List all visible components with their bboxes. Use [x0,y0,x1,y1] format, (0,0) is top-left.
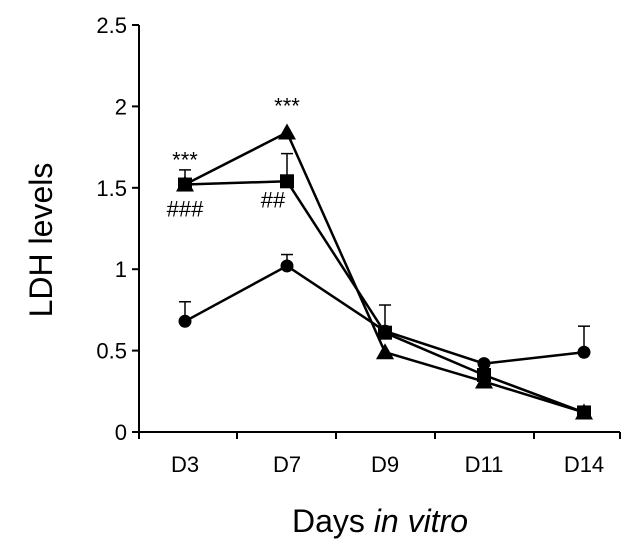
data-point-square [280,174,294,189]
data-point-triangle [278,123,296,140]
axes [138,25,620,433]
y-tick-label: 2 [115,94,127,119]
significance-annotation: ## [261,187,286,212]
x-axis-title: Days in vitro [292,503,468,539]
data-point-circle [178,314,192,328]
y-ticks: 0 0.5 1 1.5 2 2.5 [96,13,139,445]
data-point-triangle [376,343,394,360]
data-point-circle [577,345,591,359]
significance-annotation: *** [172,147,198,172]
x-tick-label: D11 [465,452,504,477]
y-tick-label: 0 [115,420,127,445]
annotations: *** ### *** ## [167,94,301,222]
x-ticks: D3 D7 D9 D11 D14 [138,432,621,477]
data-point-triangle [575,403,593,420]
data-point-circle [280,259,294,273]
data-point-square [378,325,392,340]
series-line [184,130,585,414]
x-tick-label: D9 [371,452,399,477]
series-group [176,123,593,420]
y-tick-label: 1.5 [96,176,127,201]
data-point-triangle [475,372,493,389]
x-axis-title-prefix: Days [292,503,374,539]
series-triangle [176,123,593,420]
x-axis-title-italic: in vitro [374,503,468,539]
significance-annotation: *** [274,94,300,119]
y-axis-title: LDH levels [23,163,59,318]
y-tick-label: 0.5 [96,339,127,364]
data-point-circle [477,357,491,371]
y-tick-label: 1 [115,257,127,282]
x-tick-label: D7 [273,452,301,477]
significance-annotation: ### [167,197,204,222]
data-point-triangle [176,175,194,192]
x-tick-label: D3 [171,452,199,477]
series-square [178,152,591,420]
x-tick-label: D14 [564,452,604,477]
y-tick-label: 2.5 [96,13,127,38]
series-line [184,180,585,414]
